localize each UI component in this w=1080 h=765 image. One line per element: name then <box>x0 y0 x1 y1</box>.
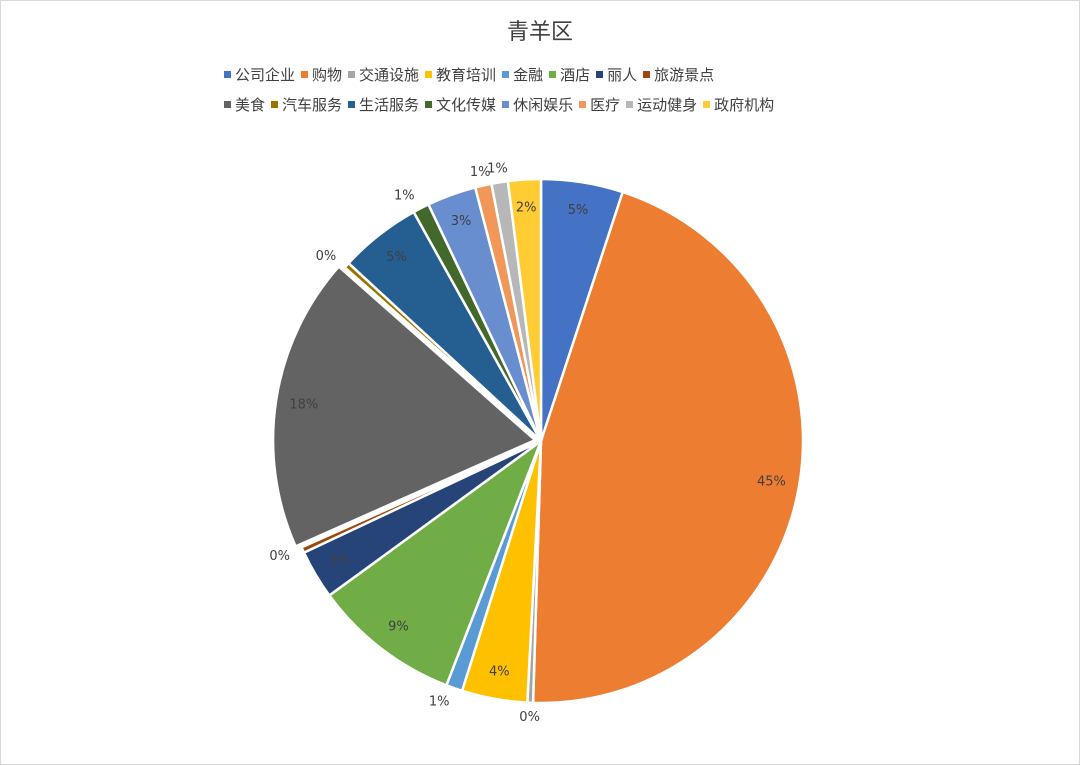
pie-slice <box>531 190 805 705</box>
chart-title: 青羊区 <box>506 20 573 45</box>
slice-percent-label: 9% <box>388 620 409 635</box>
pie-slice <box>271 264 538 549</box>
legend-item: 休闲娱乐 <box>502 94 573 115</box>
legend-item: 生活服务 <box>348 94 419 115</box>
legend-item: 医疗 <box>579 94 620 115</box>
legend-label: 汽车服务 <box>282 95 343 114</box>
legend-label: 金融 <box>513 65 544 84</box>
legend-item: 政府机构 <box>703 94 774 115</box>
pie-slice <box>506 177 543 442</box>
legend-swatch <box>549 70 557 78</box>
slice-percent-label: 4% <box>489 664 510 679</box>
legend-swatch <box>703 100 711 108</box>
legend-label: 运动健身 <box>637 95 698 114</box>
slice-percent-label: 5% <box>386 250 407 265</box>
legend-label: 政府机构 <box>714 95 775 114</box>
slice-percent-label: 1% <box>394 189 415 204</box>
legend-swatch <box>224 100 231 108</box>
legend-label: 生活服务 <box>359 95 420 114</box>
legend-item: 教育培训 <box>425 64 496 85</box>
legend-item: 酒店 <box>549 64 590 85</box>
legend-swatch <box>348 100 356 108</box>
slice-percent-label: 45% <box>757 474 786 489</box>
legend-item: 公司企业 <box>224 64 295 85</box>
legend-label: 酒店 <box>560 65 591 84</box>
slice-percent-label: 18% <box>289 397 318 412</box>
legend-item: 汽车服务 <box>271 94 342 115</box>
legend-swatch <box>502 70 510 78</box>
pie-slice <box>327 437 544 687</box>
legend-item: 美食 <box>224 94 265 115</box>
legend-swatch <box>271 100 279 108</box>
legend-label: 医疗 <box>590 95 621 114</box>
slice-percent-label: 2% <box>516 200 537 215</box>
legend-label: 教育培训 <box>436 65 497 84</box>
legend-item: 文化传媒 <box>425 94 496 115</box>
slice-percent-label: 0% <box>519 710 540 725</box>
legend-label: 购物 <box>312 65 343 84</box>
legend-label: 旅游景点 <box>654 65 715 84</box>
legend-label: 交通设施 <box>359 65 420 84</box>
legend-label: 美食 <box>235 95 266 114</box>
pie-slice <box>299 439 542 555</box>
legend-swatch <box>643 70 651 78</box>
legend-swatch <box>626 100 634 108</box>
legend-swatch <box>348 70 356 78</box>
legend-item: 交通设施 <box>348 64 419 85</box>
slice-percent-label: 3% <box>451 214 472 229</box>
legend-swatch <box>301 70 309 78</box>
legend-swatch <box>579 100 587 108</box>
slice-percent-label: 1% <box>429 694 450 709</box>
slice-percent-label: 3% <box>329 553 350 568</box>
slice-percent-label: 5% <box>568 203 589 218</box>
legend-swatch <box>425 70 433 78</box>
legend-swatch <box>596 70 604 78</box>
legend-label: 公司企业 <box>235 65 296 84</box>
legend-item: 金融 <box>502 64 543 85</box>
legend-label: 丽人 <box>607 65 638 84</box>
legend-item: 丽人 <box>596 64 637 85</box>
legend-item: 运动健身 <box>626 94 697 115</box>
slice-percent-label: 0% <box>269 549 290 564</box>
legend-swatch <box>502 100 510 108</box>
legend-item: 旅游景点 <box>643 64 714 85</box>
legend-label: 休闲娱乐 <box>513 95 574 114</box>
slice-percent-label: 1% <box>470 165 491 180</box>
legend-item: 购物 <box>301 64 342 85</box>
legend-label: 文化传媒 <box>436 95 497 114</box>
slice-percent-label: 0% <box>316 249 337 264</box>
legend-row: 公司企业 购物 交通设施 教育培训 金融 酒店 丽人 旅游景点 <box>224 63 720 85</box>
slice-percent-label: 1% <box>487 161 508 176</box>
legend-row: 美食 汽车服务 生活服务 文化传媒 休闲娱乐 医疗 运动健身 政府机构 <box>224 93 780 115</box>
legend-swatch <box>224 70 231 78</box>
legend-swatch <box>425 100 433 108</box>
